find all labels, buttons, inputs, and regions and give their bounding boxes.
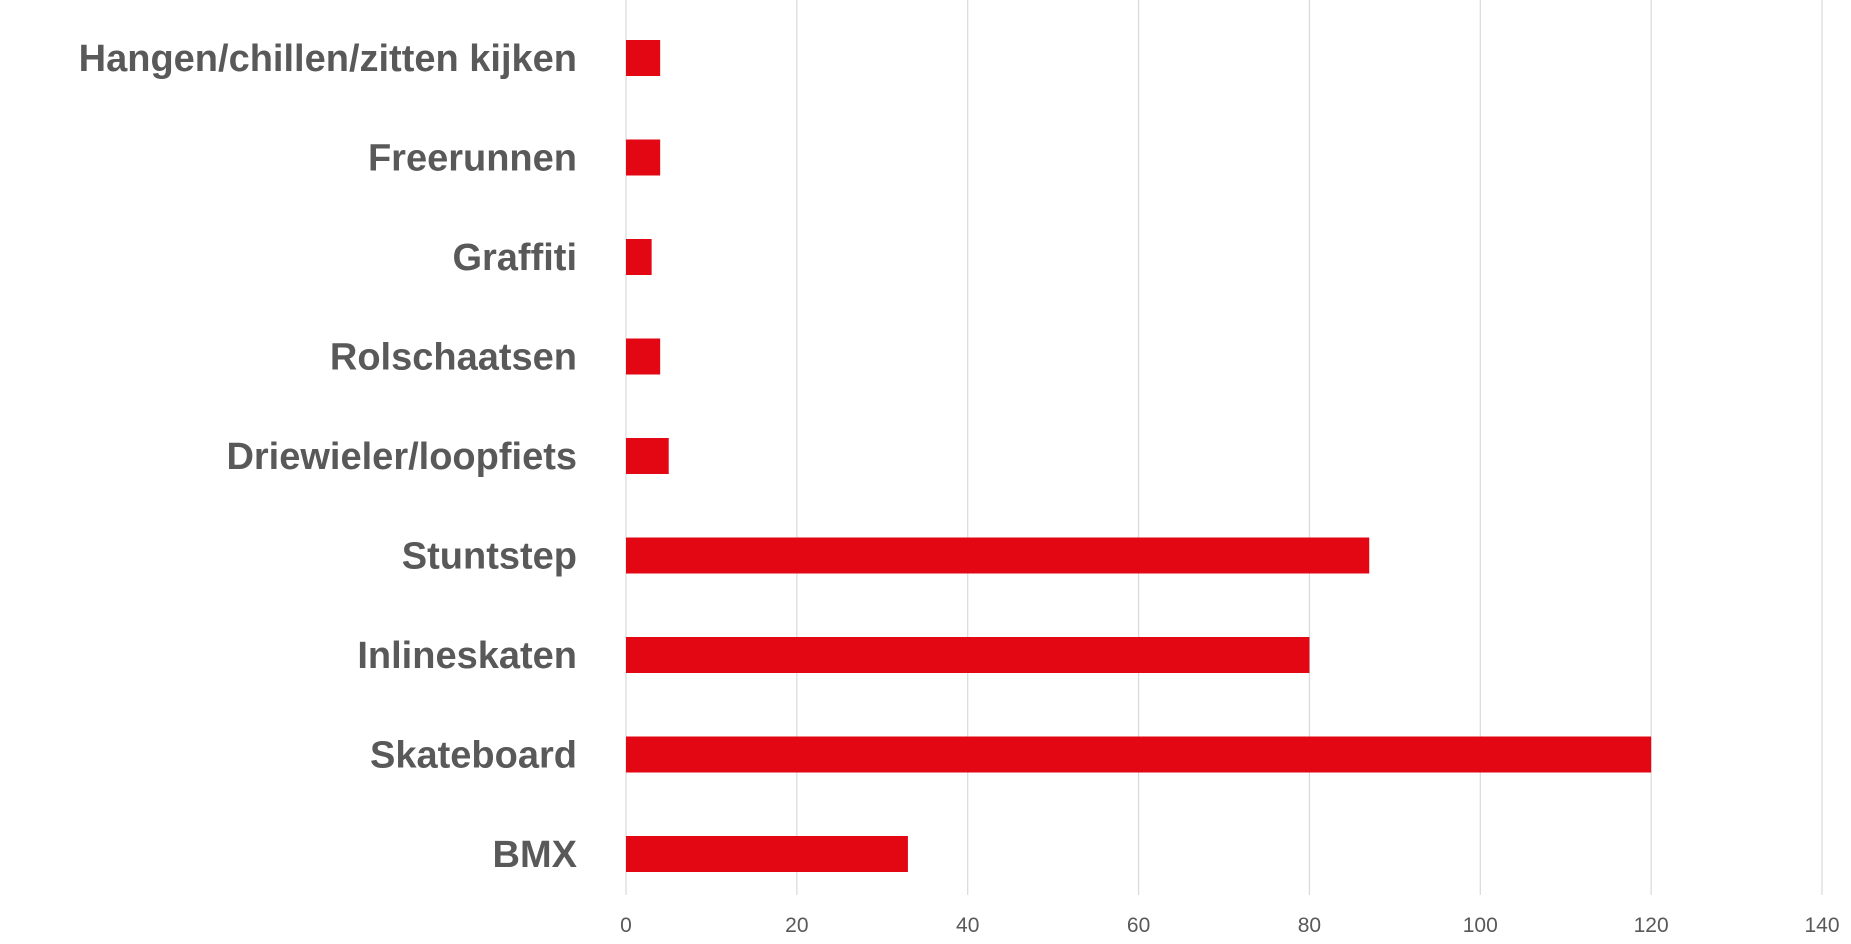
category-label-layer: Hangen/chillen/zitten kijken Freerunnen Gr… <box>79 38 578 876</box>
bar-skateboard <box>626 736 1652 773</box>
category-label: Freerunnen <box>368 138 577 180</box>
x-tick-label: 80 <box>1298 914 1321 937</box>
bar-freerunnen <box>626 139 661 176</box>
grid-layer <box>625 0 1823 895</box>
bar-driewieler-loopfiets <box>626 438 669 474</box>
category-label: Skateboard <box>370 735 577 777</box>
category-label: Inlineskaten <box>357 635 577 677</box>
x-tick-label: 0 <box>620 914 632 937</box>
x-tick-label: 140 <box>1804 914 1839 937</box>
bar-graffiti <box>626 239 652 275</box>
bar-bmx <box>626 836 908 872</box>
category-label: Hangen/chillen/zitten kijken <box>79 38 577 80</box>
bar-stuntstep <box>626 537 1370 574</box>
x-tick-label: 20 <box>785 914 808 937</box>
x-tick-label: 40 <box>956 914 979 937</box>
bar-inlineskaten <box>626 637 1310 673</box>
x-tick-label: 100 <box>1463 914 1498 937</box>
x-tick-label: 60 <box>1127 914 1150 937</box>
category-label: Stuntstep <box>402 536 577 578</box>
category-label: Driewieler/loopfiets <box>226 436 577 478</box>
bar-layer <box>626 40 1652 872</box>
x-tick-label: 120 <box>1634 914 1669 937</box>
category-label: Rolschaatsen <box>330 337 577 379</box>
bar-rolschaatsen <box>626 338 661 375</box>
category-label: Graffiti <box>452 237 577 279</box>
bar-hangen-chillen-zitten-kijken <box>626 40 661 76</box>
tick-label-layer: 0 20 40 60 80 100 120 140 <box>620 914 1839 937</box>
category-label: BMX <box>493 834 578 876</box>
